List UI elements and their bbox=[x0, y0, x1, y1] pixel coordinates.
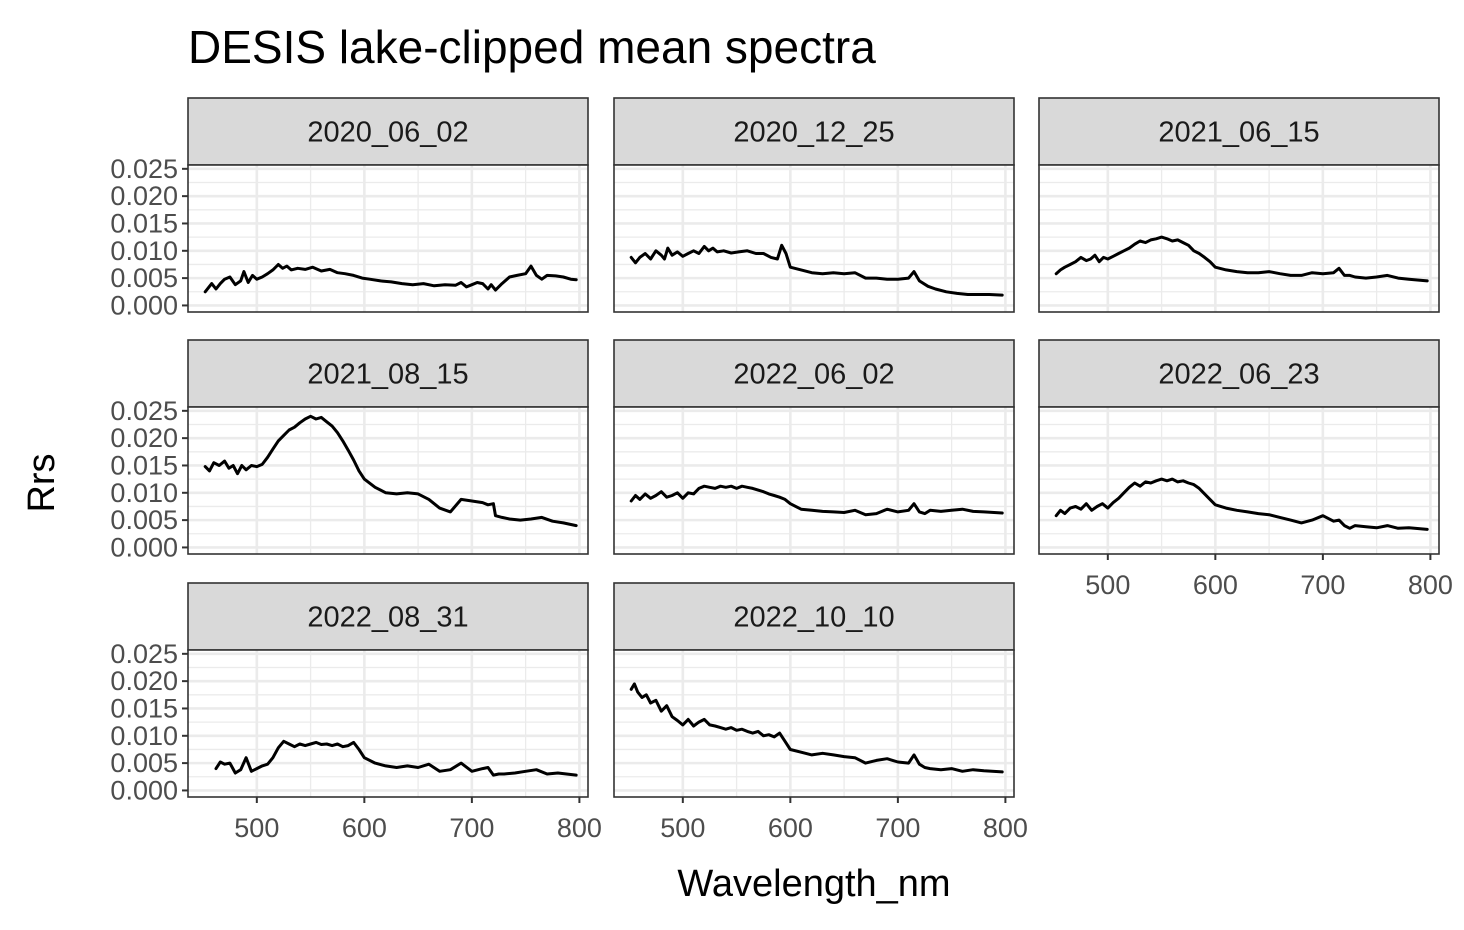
panel-border bbox=[1038, 406, 1440, 555]
facet-strip bbox=[613, 97, 1015, 166]
panel-2022_10_10: 2022_10_10 500 600 700 800 bbox=[613, 582, 1028, 843]
x-axis-title: Wavelength_nm bbox=[677, 863, 950, 905]
facet-strip-label: 2022_08_31 bbox=[307, 602, 468, 634]
spectrum-line-2020_12_25 bbox=[629, 243, 1004, 297]
x-tick-label: 800 bbox=[557, 813, 602, 843]
panel-background bbox=[188, 407, 588, 554]
y-tick-label: 0.025 bbox=[110, 154, 178, 184]
x-tick-label: 500 bbox=[234, 813, 279, 843]
y-tick-label: 0.025 bbox=[110, 396, 178, 426]
y-tick-label: 0.015 bbox=[110, 208, 178, 238]
facet-strip-label: 2022_06_23 bbox=[1158, 359, 1319, 391]
panel-2021_06_15: 2021_06_15 bbox=[1038, 97, 1440, 313]
y-tick-label: 0.020 bbox=[110, 666, 178, 696]
y-tick-label: 0.000 bbox=[110, 532, 178, 562]
chart-title: DESIS lake-clipped mean spectra bbox=[188, 21, 876, 73]
facet-strip-label: 2022_06_02 bbox=[733, 359, 894, 391]
x-tick-label: 600 bbox=[1193, 570, 1238, 600]
x-tick-label: 700 bbox=[1300, 570, 1345, 600]
x-tick-label: 500 bbox=[1085, 570, 1130, 600]
panel-border bbox=[187, 164, 589, 313]
facet-strip bbox=[613, 582, 1015, 651]
panels: 2020_06_020.0000.0050.0100.0150.0200.025… bbox=[110, 97, 1453, 843]
spectrum-line-2021_06_15 bbox=[1054, 235, 1429, 283]
panel-border bbox=[613, 164, 1015, 313]
panel-background bbox=[614, 407, 1014, 554]
panel-2022_06_23: 2022_06_23 500 600 700 800 bbox=[1038, 339, 1453, 600]
facet-strip-label: 2020_12_25 bbox=[733, 117, 894, 149]
panel-background bbox=[614, 165, 1014, 312]
spectrum-line-2022_06_23 bbox=[1054, 477, 1429, 531]
panel-background bbox=[1039, 407, 1439, 554]
facet-strip bbox=[187, 97, 589, 166]
y-axis-title: Rrs bbox=[21, 453, 63, 512]
spectrum-line-2020_06_02 bbox=[203, 263, 578, 294]
facet-strip-label: 2022_10_10 bbox=[733, 602, 894, 634]
x-tick-label: 600 bbox=[342, 813, 387, 843]
panel-border bbox=[1038, 164, 1440, 313]
y-tick-label: 0.020 bbox=[110, 181, 178, 211]
y-tick-label: 0.005 bbox=[110, 263, 178, 293]
panel-background bbox=[188, 650, 588, 797]
panel-border bbox=[187, 649, 589, 798]
panel-border bbox=[613, 406, 1015, 555]
x-tick-label: 800 bbox=[1408, 570, 1453, 600]
y-tick-label: 0.005 bbox=[110, 748, 178, 778]
y-tick-label: 0.000 bbox=[110, 775, 178, 805]
panel-2022_08_31: 2022_08_31 0.0000.0050.0100.0150.0200.025… bbox=[110, 582, 602, 843]
panel-2020_12_25: 2020_12_25 bbox=[613, 97, 1015, 313]
spectrum-line-2022_06_02 bbox=[629, 484, 1004, 517]
facet-strip-label: 2021_06_15 bbox=[1158, 117, 1319, 149]
x-tick-label: 700 bbox=[875, 813, 920, 843]
spectrum-line-2022_08_31 bbox=[214, 739, 578, 777]
y-tick-label: 0.015 bbox=[110, 693, 178, 723]
facet-strip bbox=[1038, 339, 1440, 408]
y-tick-label: 0.010 bbox=[110, 478, 178, 508]
spectrum-line-2021_08_15 bbox=[203, 414, 578, 528]
y-tick-label: 0.025 bbox=[110, 639, 178, 669]
panel-border bbox=[187, 406, 589, 555]
y-tick-label: 0.010 bbox=[110, 721, 178, 751]
panel-2022_06_02: 2022_06_02 bbox=[613, 339, 1015, 555]
x-tick-label: 800 bbox=[983, 813, 1028, 843]
x-tick-label: 700 bbox=[449, 813, 494, 843]
panel-background bbox=[1039, 165, 1439, 312]
panel-background bbox=[614, 650, 1014, 797]
panel-border bbox=[613, 649, 1015, 798]
y-tick-label: 0.015 bbox=[110, 450, 178, 480]
spectrum-line-2022_10_10 bbox=[629, 682, 1004, 774]
x-tick-label: 500 bbox=[660, 813, 705, 843]
facet-strip-label: 2021_08_15 bbox=[307, 359, 468, 391]
facet-strip bbox=[613, 339, 1015, 408]
x-tick-label: 600 bbox=[768, 813, 813, 843]
y-tick-label: 0.000 bbox=[110, 290, 178, 320]
facet-strip bbox=[1038, 97, 1440, 166]
panel-background bbox=[188, 165, 588, 312]
y-tick-label: 0.005 bbox=[110, 505, 178, 535]
y-tick-label: 0.020 bbox=[110, 423, 178, 453]
y-tick-label: 0.010 bbox=[110, 236, 178, 266]
facet-strip-label: 2020_06_02 bbox=[307, 117, 468, 149]
